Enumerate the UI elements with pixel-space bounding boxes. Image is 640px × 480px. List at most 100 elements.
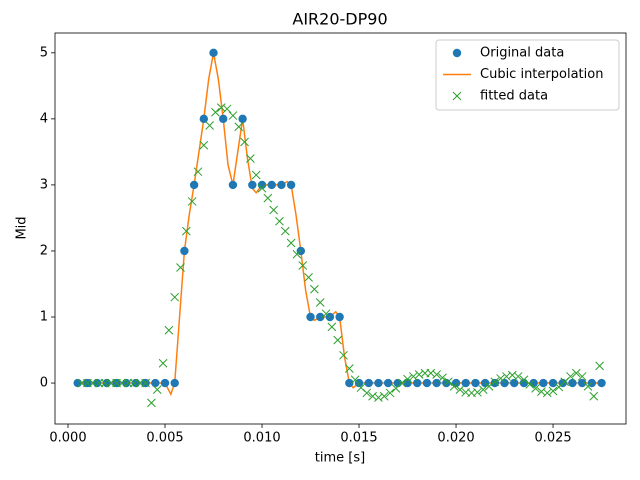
data-point (597, 378, 606, 388)
y-axis-label: Mid (15, 216, 30, 239)
legend-marker (452, 48, 462, 58)
plot-area (73, 48, 606, 408)
y-tick-label: 5 (40, 45, 48, 60)
fitted-point (595, 361, 604, 371)
y-tick-label: 0 (40, 376, 48, 391)
fitted-point (298, 261, 308, 270)
fitted-point (362, 388, 372, 398)
fitted-point (292, 249, 302, 259)
axes-frame (54, 32, 627, 425)
data-point (413, 378, 422, 388)
y-tick-label: 4 (40, 111, 48, 126)
fitted-point (181, 226, 191, 236)
data-point (199, 114, 209, 124)
fitted-point (141, 378, 150, 388)
fitted-point (449, 381, 459, 391)
data-point (529, 378, 538, 388)
fitted-point (426, 368, 436, 378)
legend-label: Cubic interpolation (480, 67, 603, 82)
x-tick-label: 0.015 (340, 431, 377, 446)
fitted-point (164, 325, 174, 335)
data-point (345, 378, 354, 388)
legend-label: fitted data (480, 89, 548, 104)
fitted-point (519, 375, 529, 385)
data-point (383, 378, 393, 388)
fitted-point (542, 388, 552, 398)
fitted-point (385, 388, 395, 398)
fitted-point (187, 197, 197, 206)
fitted-point (193, 167, 203, 177)
fitted-point (566, 372, 575, 381)
fitted-point (409, 372, 418, 381)
fitted-point (199, 140, 209, 150)
data-point (306, 312, 315, 322)
fitted-point (513, 372, 523, 381)
data-point (209, 48, 218, 58)
x-axis-label: time [s] (315, 451, 365, 466)
fitted-point (304, 273, 313, 282)
fitted-point (263, 193, 273, 203)
fitted-point (257, 183, 267, 193)
fitted-point (548, 386, 558, 396)
fitted-point (531, 383, 540, 393)
fitted-point (211, 107, 220, 117)
data-point (364, 378, 373, 388)
chart-title: AIR20-DP90 (292, 10, 387, 29)
fitted-point (473, 387, 482, 397)
data-point (102, 378, 112, 388)
fitted-point (310, 284, 319, 294)
data-point (316, 312, 325, 322)
fitted-point (403, 374, 412, 384)
fitted-point (327, 322, 337, 332)
fitted-point (379, 391, 389, 401)
data-point (539, 378, 548, 388)
data-point (451, 378, 461, 388)
fitted-point (158, 358, 168, 368)
fitted-point (374, 393, 383, 402)
fitted-point (275, 216, 284, 226)
fitted-point (589, 391, 599, 401)
data-point (471, 378, 480, 388)
fitted-point (222, 104, 232, 114)
fitted-point (397, 378, 407, 388)
fitted-point (571, 368, 581, 378)
fitted-point (339, 350, 348, 360)
fitted-point (537, 387, 546, 396)
fitted-point (368, 391, 377, 401)
legend-label: Original data (480, 46, 564, 61)
data-point (374, 378, 383, 388)
data-point (170, 378, 179, 388)
data-point (160, 378, 170, 388)
fitted-point (234, 122, 244, 132)
data-point (548, 378, 558, 388)
data-point (286, 180, 296, 190)
fitted-point (478, 385, 488, 395)
legend-box (435, 39, 620, 111)
data-point (131, 378, 141, 388)
fitted-point (507, 370, 517, 380)
fitted-point (496, 374, 506, 383)
data-point (189, 180, 199, 190)
fitted-point (490, 377, 500, 387)
data-point (92, 378, 102, 388)
x-tick-label: 0.005 (146, 431, 183, 446)
data-point (461, 378, 470, 388)
fitted-point (286, 238, 296, 248)
data-point (228, 180, 238, 190)
x-tick-label: 0.010 (243, 431, 280, 446)
data-point (510, 378, 519, 388)
x-tick-label: 0.025 (534, 431, 571, 446)
data-point (257, 180, 267, 190)
fitted-point (246, 154, 255, 163)
fitted-point (170, 292, 180, 302)
fitted-point (414, 370, 424, 379)
data-point (422, 378, 432, 388)
data-point (248, 180, 257, 190)
data-point (335, 312, 344, 322)
data-point (122, 378, 131, 388)
fitted-point (432, 370, 441, 379)
fitted-point (344, 364, 354, 373)
data-point (568, 378, 577, 388)
fitted-point (228, 111, 238, 120)
